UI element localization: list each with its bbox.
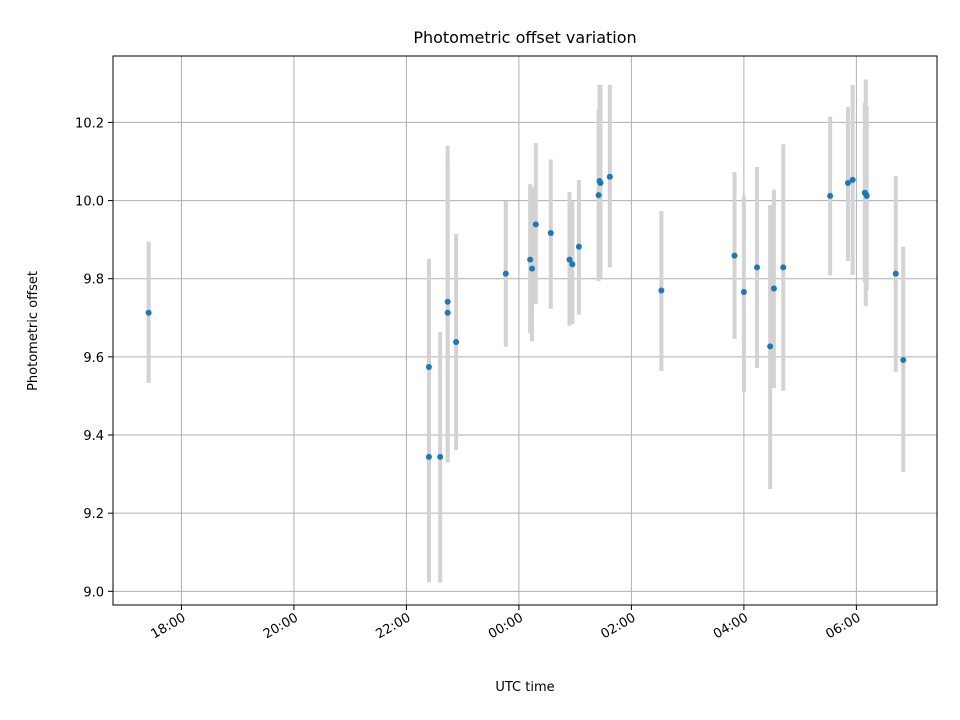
- data-point: [658, 287, 665, 294]
- y-tick-label: 9.8: [83, 273, 104, 288]
- y-tick-label: 9.0: [83, 585, 104, 600]
- data-point: [849, 176, 856, 183]
- data-point: [770, 285, 777, 292]
- data-point: [575, 243, 582, 250]
- data-point: [740, 289, 747, 296]
- data-point: [444, 309, 451, 316]
- data-point: [437, 453, 444, 460]
- data-point: [527, 256, 534, 263]
- y-axis-title: Photometric offset: [26, 271, 41, 391]
- data-point: [444, 298, 451, 305]
- data-point: [767, 343, 774, 350]
- y-tick-label: 9.4: [83, 429, 104, 444]
- data-point: [145, 309, 152, 316]
- data-point: [547, 230, 554, 237]
- data-point: [532, 221, 539, 228]
- data-point: [844, 179, 851, 186]
- y-axis: 9.0 9.2 9.4 9.6 9.8 10.0 10.2: [75, 116, 113, 600]
- data-point: [425, 453, 432, 460]
- plot-frame: [112, 55, 938, 606]
- y-tick-label: 9.2: [83, 507, 104, 522]
- data-point: [595, 192, 602, 199]
- y-tick-label: 10.0: [75, 195, 104, 210]
- y-tick-label: 9.6: [83, 351, 104, 366]
- data-point: [606, 173, 613, 180]
- data-point: [529, 265, 536, 272]
- data-point: [502, 270, 509, 277]
- data-point: [597, 179, 604, 186]
- chart-title: Photometric offset variation: [413, 28, 636, 47]
- data-point: [731, 252, 738, 259]
- data-point: [453, 339, 460, 346]
- x-axis-title: UTC time: [495, 680, 554, 695]
- data-point: [425, 364, 432, 371]
- data-point: [892, 270, 899, 277]
- y-tick-label: 10.2: [75, 116, 104, 131]
- data-points: [145, 173, 907, 460]
- data-point: [754, 264, 761, 271]
- data-point: [569, 261, 576, 268]
- data-point: [863, 192, 870, 199]
- data-point: [900, 357, 907, 364]
- data-point: [780, 264, 787, 271]
- data-point: [827, 192, 834, 199]
- data-point: [566, 256, 573, 263]
